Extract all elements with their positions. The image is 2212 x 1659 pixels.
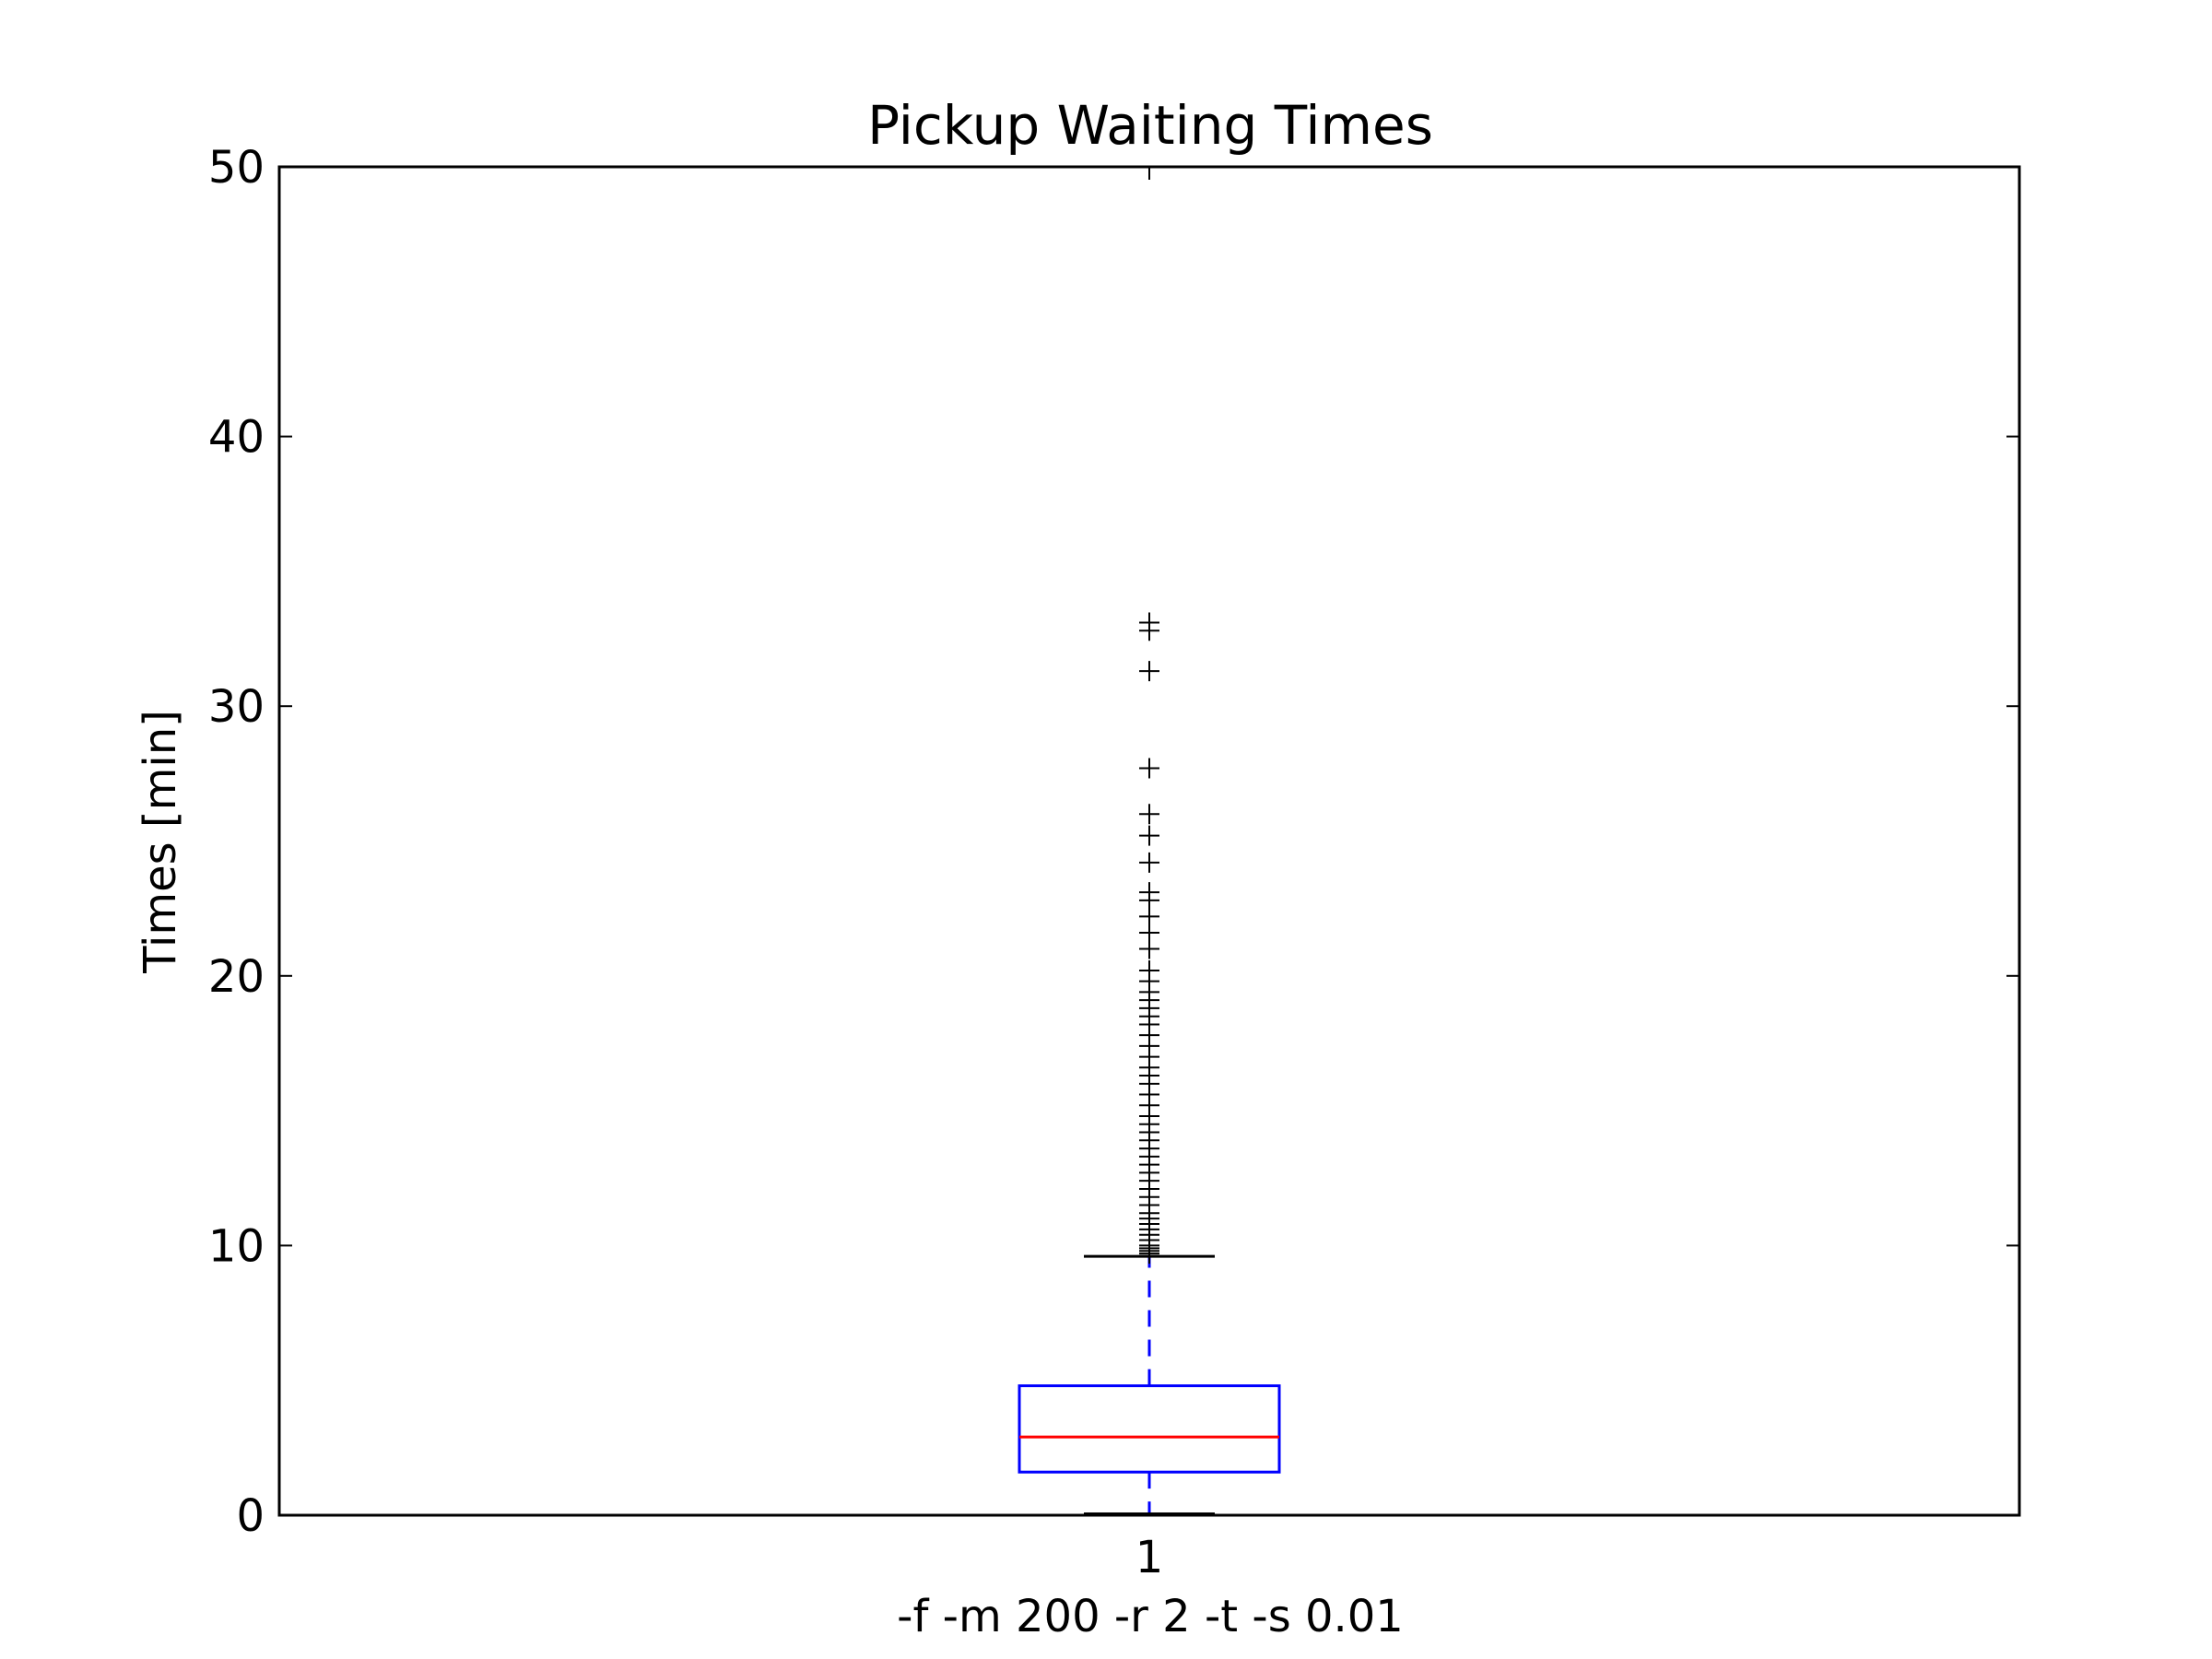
outlier-point <box>1139 661 1159 682</box>
outlier-point <box>1139 804 1159 825</box>
outlier-point <box>1139 825 1159 846</box>
plot-area: 0 10 20 30 40 50 1 <box>208 142 2019 1583</box>
outlier-point <box>1139 758 1159 779</box>
x-tick-label: 1 <box>1135 1532 1164 1583</box>
iqr-box <box>1018 1384 1281 1474</box>
outlier-point <box>1139 852 1159 873</box>
y-tick-label: 10 <box>208 1220 265 1272</box>
chart-title: Pickup Waiting Times <box>867 94 1433 157</box>
y-tick-label: 0 <box>236 1490 265 1542</box>
y-tick-label: 50 <box>208 142 265 194</box>
y-tick-label: 40 <box>208 412 265 464</box>
plot-frame <box>277 165 2021 1517</box>
outlier-point <box>1139 959 1159 981</box>
outlier-point <box>1139 612 1159 633</box>
x-axis-label: -f -m 200 -r 2 -t -s 0.01 <box>897 1591 1404 1642</box>
outlier-point <box>1139 882 1159 903</box>
y-tick-label: 20 <box>208 951 265 1003</box>
y-tick-label: 30 <box>208 681 265 733</box>
y-axis-label: Times [min] <box>135 710 186 974</box>
